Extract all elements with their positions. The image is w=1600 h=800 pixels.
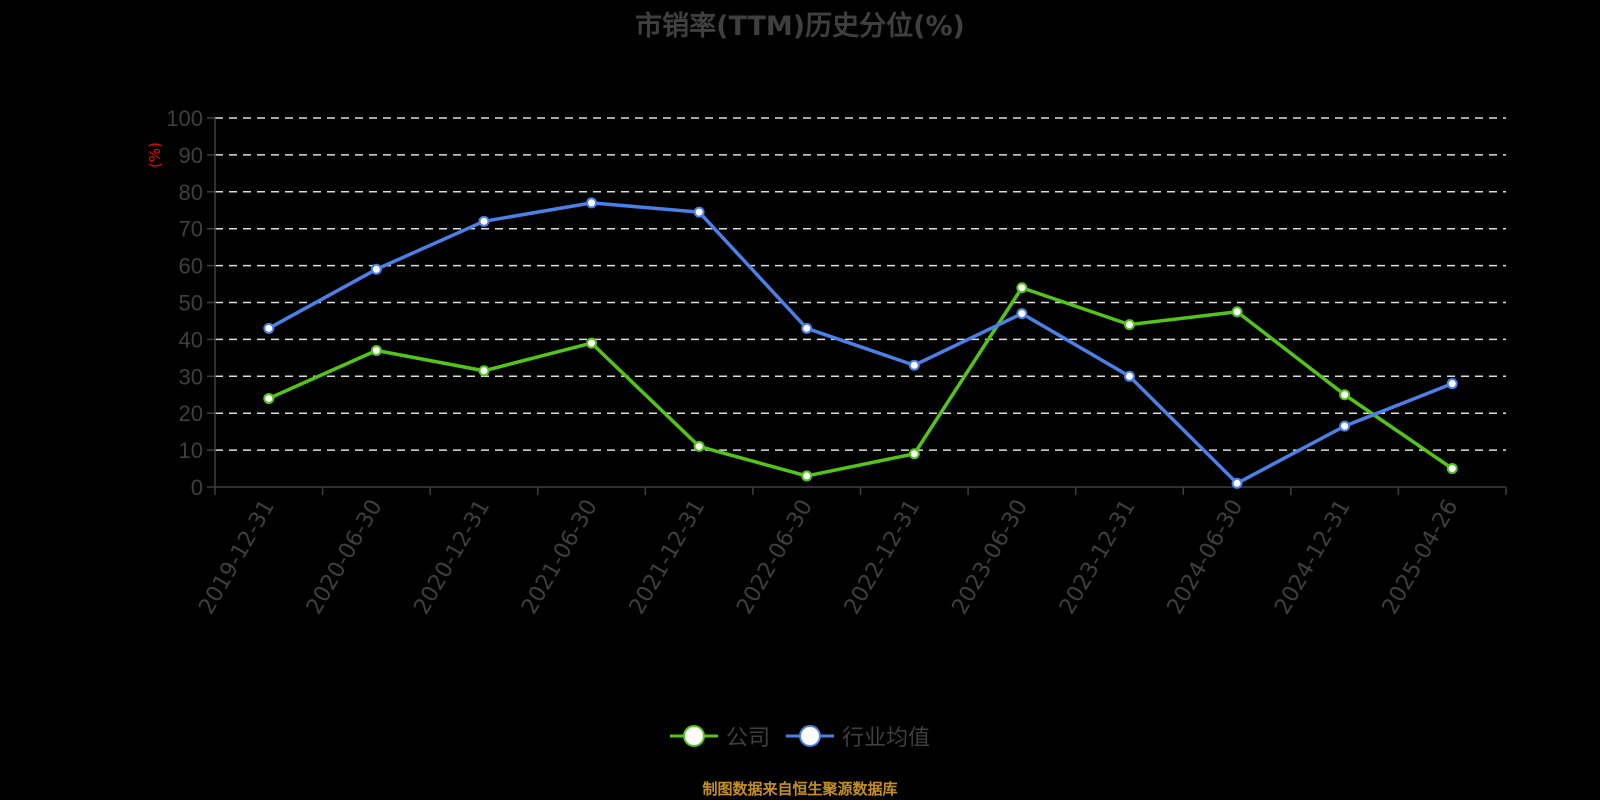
data-point[interactable] [263, 392, 275, 404]
x-tick-label: 2019-12-31 [194, 496, 280, 619]
source-note: 制图数据来自恒生聚源数据库 [702, 780, 898, 798]
x-tick-label: 2022-12-31 [840, 496, 926, 619]
data-point[interactable] [586, 197, 598, 209]
data-point[interactable] [370, 344, 382, 356]
data-point[interactable] [1446, 378, 1458, 390]
x-tick-label: 2023-12-31 [1055, 496, 1141, 619]
data-point[interactable] [908, 359, 920, 371]
legend-item-industry[interactable]: 行业均值 [786, 720, 930, 752]
legend-label-company: 公司 [725, 726, 770, 751]
data-point[interactable] [1339, 420, 1351, 432]
x-tick-label: 2020-06-30 [302, 496, 388, 619]
y-tick-label: 40 [179, 327, 203, 352]
legend-item-company[interactable]: 公司 [669, 720, 770, 752]
y-tick-label: 90 [179, 143, 203, 168]
data-point[interactable] [586, 337, 598, 349]
data-point[interactable] [370, 263, 382, 275]
chart-title: 市销率(TTM)历史分位(%) [635, 11, 965, 42]
legend: 公司 行业均值 [0, 720, 1600, 752]
x-tick-label: 2024-06-30 [1163, 496, 1249, 619]
y-tick-label: 0 [191, 475, 203, 500]
data-point[interactable] [1231, 477, 1243, 489]
data-point[interactable] [263, 322, 275, 334]
legend-label-industry: 行业均值 [842, 726, 931, 751]
data-point[interactable] [1231, 306, 1243, 318]
data-point[interactable] [693, 440, 705, 452]
company-line [268, 285, 1454, 478]
x-tick-label: 2021-12-31 [625, 496, 711, 619]
y-tick-label: 80 [179, 180, 203, 205]
data-point[interactable] [1123, 319, 1135, 331]
x-tick-label: 2025-04-26 [1378, 496, 1464, 619]
x-tick-label: 2023-06-30 [947, 496, 1033, 619]
data-point[interactable] [1446, 463, 1458, 475]
x-tick-label: 2022-06-30 [732, 496, 818, 619]
data-point[interactable] [1016, 282, 1028, 294]
data-point[interactable] [801, 322, 813, 334]
data-point[interactable] [478, 215, 490, 227]
legend-marker-industry-icon [786, 725, 834, 747]
data-point[interactable] [1016, 308, 1028, 320]
data-point[interactable] [693, 206, 705, 218]
y-tick-label: 100 [166, 106, 203, 131]
data-point[interactable] [908, 448, 920, 460]
data-point[interactable] [1339, 389, 1351, 401]
x-tick-label: 2024-12-31 [1270, 496, 1356, 619]
y-tick-label: 60 [179, 254, 203, 279]
y-tick-label: 30 [179, 364, 203, 389]
y-tick-label: 50 [179, 291, 203, 316]
industry-line [267, 201, 1453, 486]
y-tick-label: 20 [179, 401, 203, 426]
x-tick-label: 2021-06-30 [517, 496, 603, 619]
data-point[interactable] [478, 365, 490, 377]
x-tick-label: 2020-12-31 [410, 496, 496, 619]
legend-marker-company-icon [669, 725, 718, 747]
data-point[interactable] [1123, 370, 1135, 382]
data-point[interactable] [801, 470, 813, 482]
y-tick-label: 70 [179, 217, 203, 242]
y-tick-label: 10 [179, 438, 203, 463]
y-axis-unit-label: (%) [146, 142, 164, 168]
